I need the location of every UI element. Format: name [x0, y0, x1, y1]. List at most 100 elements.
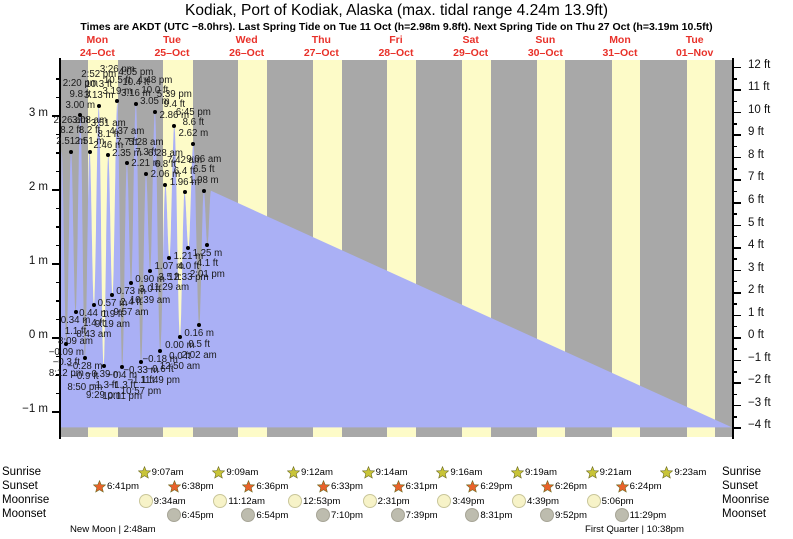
tide-label-line: 3.13 m — [83, 90, 114, 102]
row-label-right-sunrise: Sunrise — [722, 466, 761, 478]
tide-extreme-dot — [124, 161, 129, 166]
tide-extreme-dot — [172, 123, 177, 128]
tide-label-line: 9.4 ft — [163, 99, 186, 111]
sunrise-time: 9:12am — [301, 467, 333, 478]
star-icon — [391, 480, 405, 493]
tide-label-line: 3.19 m — [102, 85, 133, 97]
tide-extreme-dot — [144, 171, 149, 176]
left-tick-2.25 — [56, 170, 60, 173]
tide-label-line: 1.25 m — [192, 247, 223, 259]
tide-label-line: −0.3 ft — [52, 357, 80, 369]
tide-label-line: 1.4 ft — [83, 318, 105, 330]
tide-extreme-dot — [201, 188, 206, 193]
day-header-date: 29–Oct — [453, 46, 489, 59]
tide-extreme-dot — [115, 99, 120, 104]
day-header-mon-0: Mon 24–Oct — [60, 34, 135, 60]
sunset-time: 6:29pm — [480, 481, 513, 492]
tide-label-line: 4:05 pm — [118, 66, 154, 78]
tide-label-high-27: 6:45 pm 8.6 ft 2.62 m — [157, 107, 229, 140]
sunrise-entry-2: 9:12am — [287, 466, 333, 479]
sunset-entry-0: 6:41pm — [93, 480, 139, 493]
right-tick-1.5 — [733, 303, 737, 305]
day-header-dow: Thu — [311, 34, 331, 46]
day-header-date: 26–Oct — [229, 46, 265, 59]
star-icon — [167, 480, 181, 493]
left-tick--0.25 — [56, 355, 60, 358]
tide-label-high-3: 2:20 pm 9.8 ft 3.00 m — [44, 79, 116, 111]
moonrise-entry-2: 12:53pm — [288, 494, 340, 508]
tide-extreme-dot — [82, 355, 87, 360]
tide-extreme-dot — [167, 256, 172, 261]
right-tick-11.5 — [733, 78, 737, 80]
sunset-time: 6:33pm — [331, 481, 363, 492]
moon-icon — [241, 508, 256, 522]
row-label-right-moonrise: Moonrise — [722, 494, 770, 506]
day-header-mon-7: Mon 31–Oct — [583, 34, 658, 60]
tide-label-line: 5:39 pm — [156, 88, 192, 100]
tide-label-line: −0.18 m — [142, 353, 178, 365]
right-tick--1 — [733, 359, 741, 362]
moon-icon — [586, 494, 601, 508]
star-icon — [242, 480, 256, 493]
tide-label-high-25: 7:42 am 6.4 ft 1.96 m — [149, 156, 221, 188]
tide-label-line: 7:42 am — [167, 155, 203, 167]
tide-label-low-16: −0.33 m −1.1 ft 10:57 pm — [105, 365, 177, 398]
tide-label-line: 11:49 pm — [140, 374, 180, 386]
sunrise-star-icon — [287, 466, 300, 479]
tide-label-low-18: 0.90 m 3.0 ft 10:39 am — [114, 274, 186, 307]
moon-icon — [540, 508, 554, 522]
moonrise-entry-4: 3:49pm — [437, 494, 484, 508]
star-icon — [585, 466, 599, 479]
left-tick-0.00 — [52, 337, 60, 339]
sunrise-time: 9:16am — [450, 467, 483, 478]
day-header-dow: Wed — [235, 34, 258, 46]
tide-extreme-dot — [197, 323, 202, 328]
right-tick--3.5 — [733, 416, 737, 418]
moonset-icon — [614, 508, 629, 522]
day-header-dow: Sat — [462, 34, 479, 46]
tide-extreme-dot — [158, 348, 163, 353]
tide-label-line: 10.4 ft — [122, 77, 150, 89]
right-tick-0.5 — [733, 325, 737, 328]
tide-extreme-dot — [101, 364, 106, 369]
left-tick-1.75 — [56, 207, 60, 210]
tide-label-line: 2:26 am — [53, 114, 89, 126]
tide-label-line: 0.16 m — [184, 328, 214, 340]
sunset-star-icon — [466, 480, 480, 493]
tide-extreme-dot — [177, 335, 182, 340]
tide-label-line: 4:37 am — [109, 126, 145, 138]
tide-extreme-dot — [191, 141, 196, 146]
moonset-time: 8:31pm — [480, 509, 513, 521]
moon-icon — [138, 494, 153, 508]
tide-extreme-dot — [87, 149, 92, 154]
day-header-dow: Sun — [535, 34, 556, 46]
sunrise-entry-4: 9:16am — [436, 466, 482, 479]
sunrise-time: 9:09am — [226, 467, 259, 478]
tide-label-line: 10.3 ft — [85, 79, 113, 91]
tide-label-high-29: 9:06 am 6.5 ft 1.98 m — [168, 154, 240, 187]
left-tick--0.50 — [56, 374, 60, 376]
right-tick-0 — [733, 337, 741, 339]
moonset-icon — [540, 508, 554, 522]
right-tick-4 — [733, 247, 741, 249]
moon-icon — [512, 494, 526, 508]
moon-icon — [166, 508, 181, 522]
moonrise-time: 12:53pm — [303, 495, 341, 507]
moonset-time: 6:54pm — [256, 509, 289, 521]
tide-label-line: −1.1 ft — [127, 375, 155, 387]
right-tick-6 — [733, 202, 741, 204]
right-tick-9 — [733, 134, 741, 136]
day-header-date: 31–Oct — [602, 46, 638, 59]
tide-label-high-15: 4:05 pm 10.4 ft 3.16 m — [100, 66, 172, 100]
star-icon — [361, 466, 375, 479]
moonset-time: 9:52pm — [555, 509, 587, 521]
tide-extreme-dot — [69, 149, 74, 154]
tide-label-line: 10.0 ft — [141, 85, 169, 97]
sunrise-time: 9:19am — [525, 467, 557, 478]
moon-icon — [390, 508, 405, 522]
tide-extreme-dot — [106, 153, 111, 158]
left-axis-label-2: 2 m — [28, 181, 48, 194]
day-header-date: 28–Oct — [378, 46, 414, 59]
moonrise-time: 5:06pm — [601, 495, 634, 507]
